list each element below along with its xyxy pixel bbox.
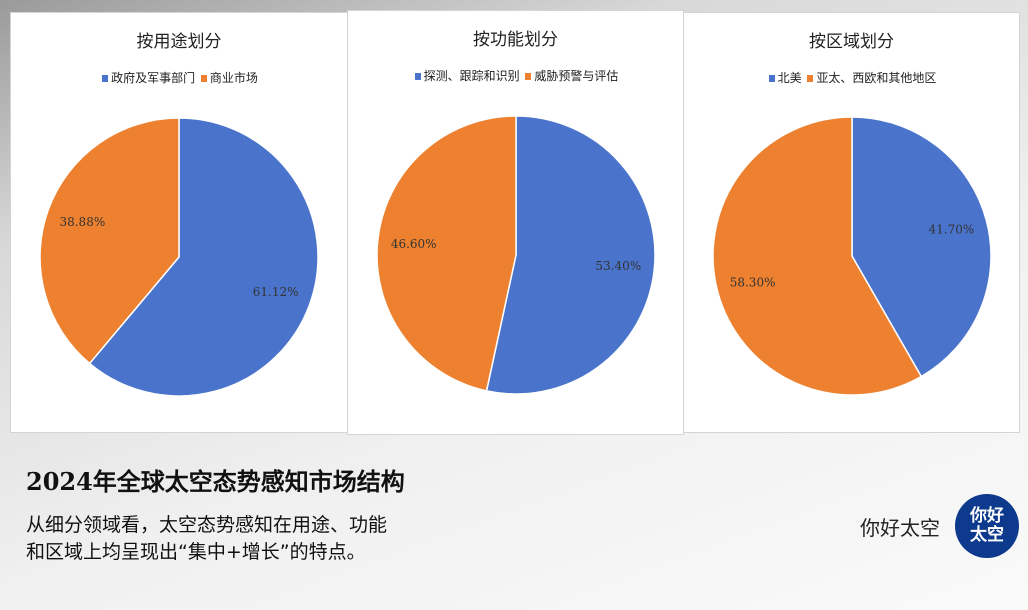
legend: 北美 亚太、西欧和其他地区: [684, 69, 1019, 86]
pie-slice-blue: [485, 115, 656, 395]
legend-label: 商业市场: [209, 71, 258, 85]
data-label: 46.60%: [391, 237, 437, 251]
legend-label: 探测、跟踪和识别: [423, 69, 520, 83]
legend-label: 威胁预警与评估: [534, 69, 619, 83]
legend-label: 政府及军事部门: [111, 71, 196, 85]
brand-name: 你好太空: [860, 516, 940, 540]
legend-label: 亚太、西欧和其他地区: [816, 71, 937, 85]
legend: 政府及军事部门 商业市场: [11, 69, 347, 86]
data-label: 38.88%: [59, 215, 105, 229]
pie-slice-blue: [851, 116, 992, 378]
caption-text: 从细分领域看，太空态势感知在用途、功能 和区域上均呈现出“集中+增长”的特点。: [26, 512, 387, 566]
chart-title: 按区域划分: [809, 32, 894, 52]
pie-slice-blue: [88, 117, 319, 397]
pie-panel-usage: 61.12% 38.88% 按用途划分 政府及军事部门 商业市场: [10, 12, 348, 433]
pie-slice-orange: [712, 116, 923, 396]
caption-line: 和区域上均呈现出“集中+增长”的特点。: [26, 541, 366, 563]
logo-text: 你好 太空: [970, 506, 1004, 545]
caption-line: 从细分领域看，太空态势感知在用途、功能: [26, 514, 388, 536]
legend-label: 北美: [777, 71, 802, 85]
pie-chart: 41.70% 58.30%: [712, 116, 992, 396]
pie-slice-orange: [39, 117, 180, 365]
pie-slice-orange: [376, 115, 517, 392]
brand-logo: 你好 太空: [955, 494, 1019, 558]
legend-swatch-orange: [200, 75, 207, 82]
pie-chart: 53.40% 46.60%: [376, 115, 656, 395]
main-title: 2024年全球太空态势感知市场结构: [26, 467, 405, 496]
data-label: 61.12%: [253, 285, 299, 299]
pie-chart: 61.12% 38.88%: [39, 117, 319, 397]
legend: 探测、跟踪和识别 威胁预警与评估: [348, 67, 683, 84]
legend-swatch-orange: [525, 73, 532, 80]
legend-swatch-blue: [414, 73, 421, 80]
pie-panel-function: 53.40% 46.60% 按功能划分 探测、跟踪和识别 威胁预警与评估: [347, 10, 684, 435]
data-label: 53.40%: [595, 259, 641, 273]
chart-title: 按用途划分: [136, 32, 222, 52]
legend-swatch-blue: [768, 75, 775, 82]
legend-swatch-orange: [807, 75, 814, 82]
chart-title: 按功能划分: [473, 30, 558, 50]
data-label: 41.70%: [929, 222, 975, 236]
pie-panel-region: 41.70% 58.30% 按区域划分 北美 亚太、西欧和其他地区: [683, 12, 1020, 433]
legend-swatch-blue: [102, 75, 109, 82]
data-label: 58.30%: [730, 276, 776, 290]
